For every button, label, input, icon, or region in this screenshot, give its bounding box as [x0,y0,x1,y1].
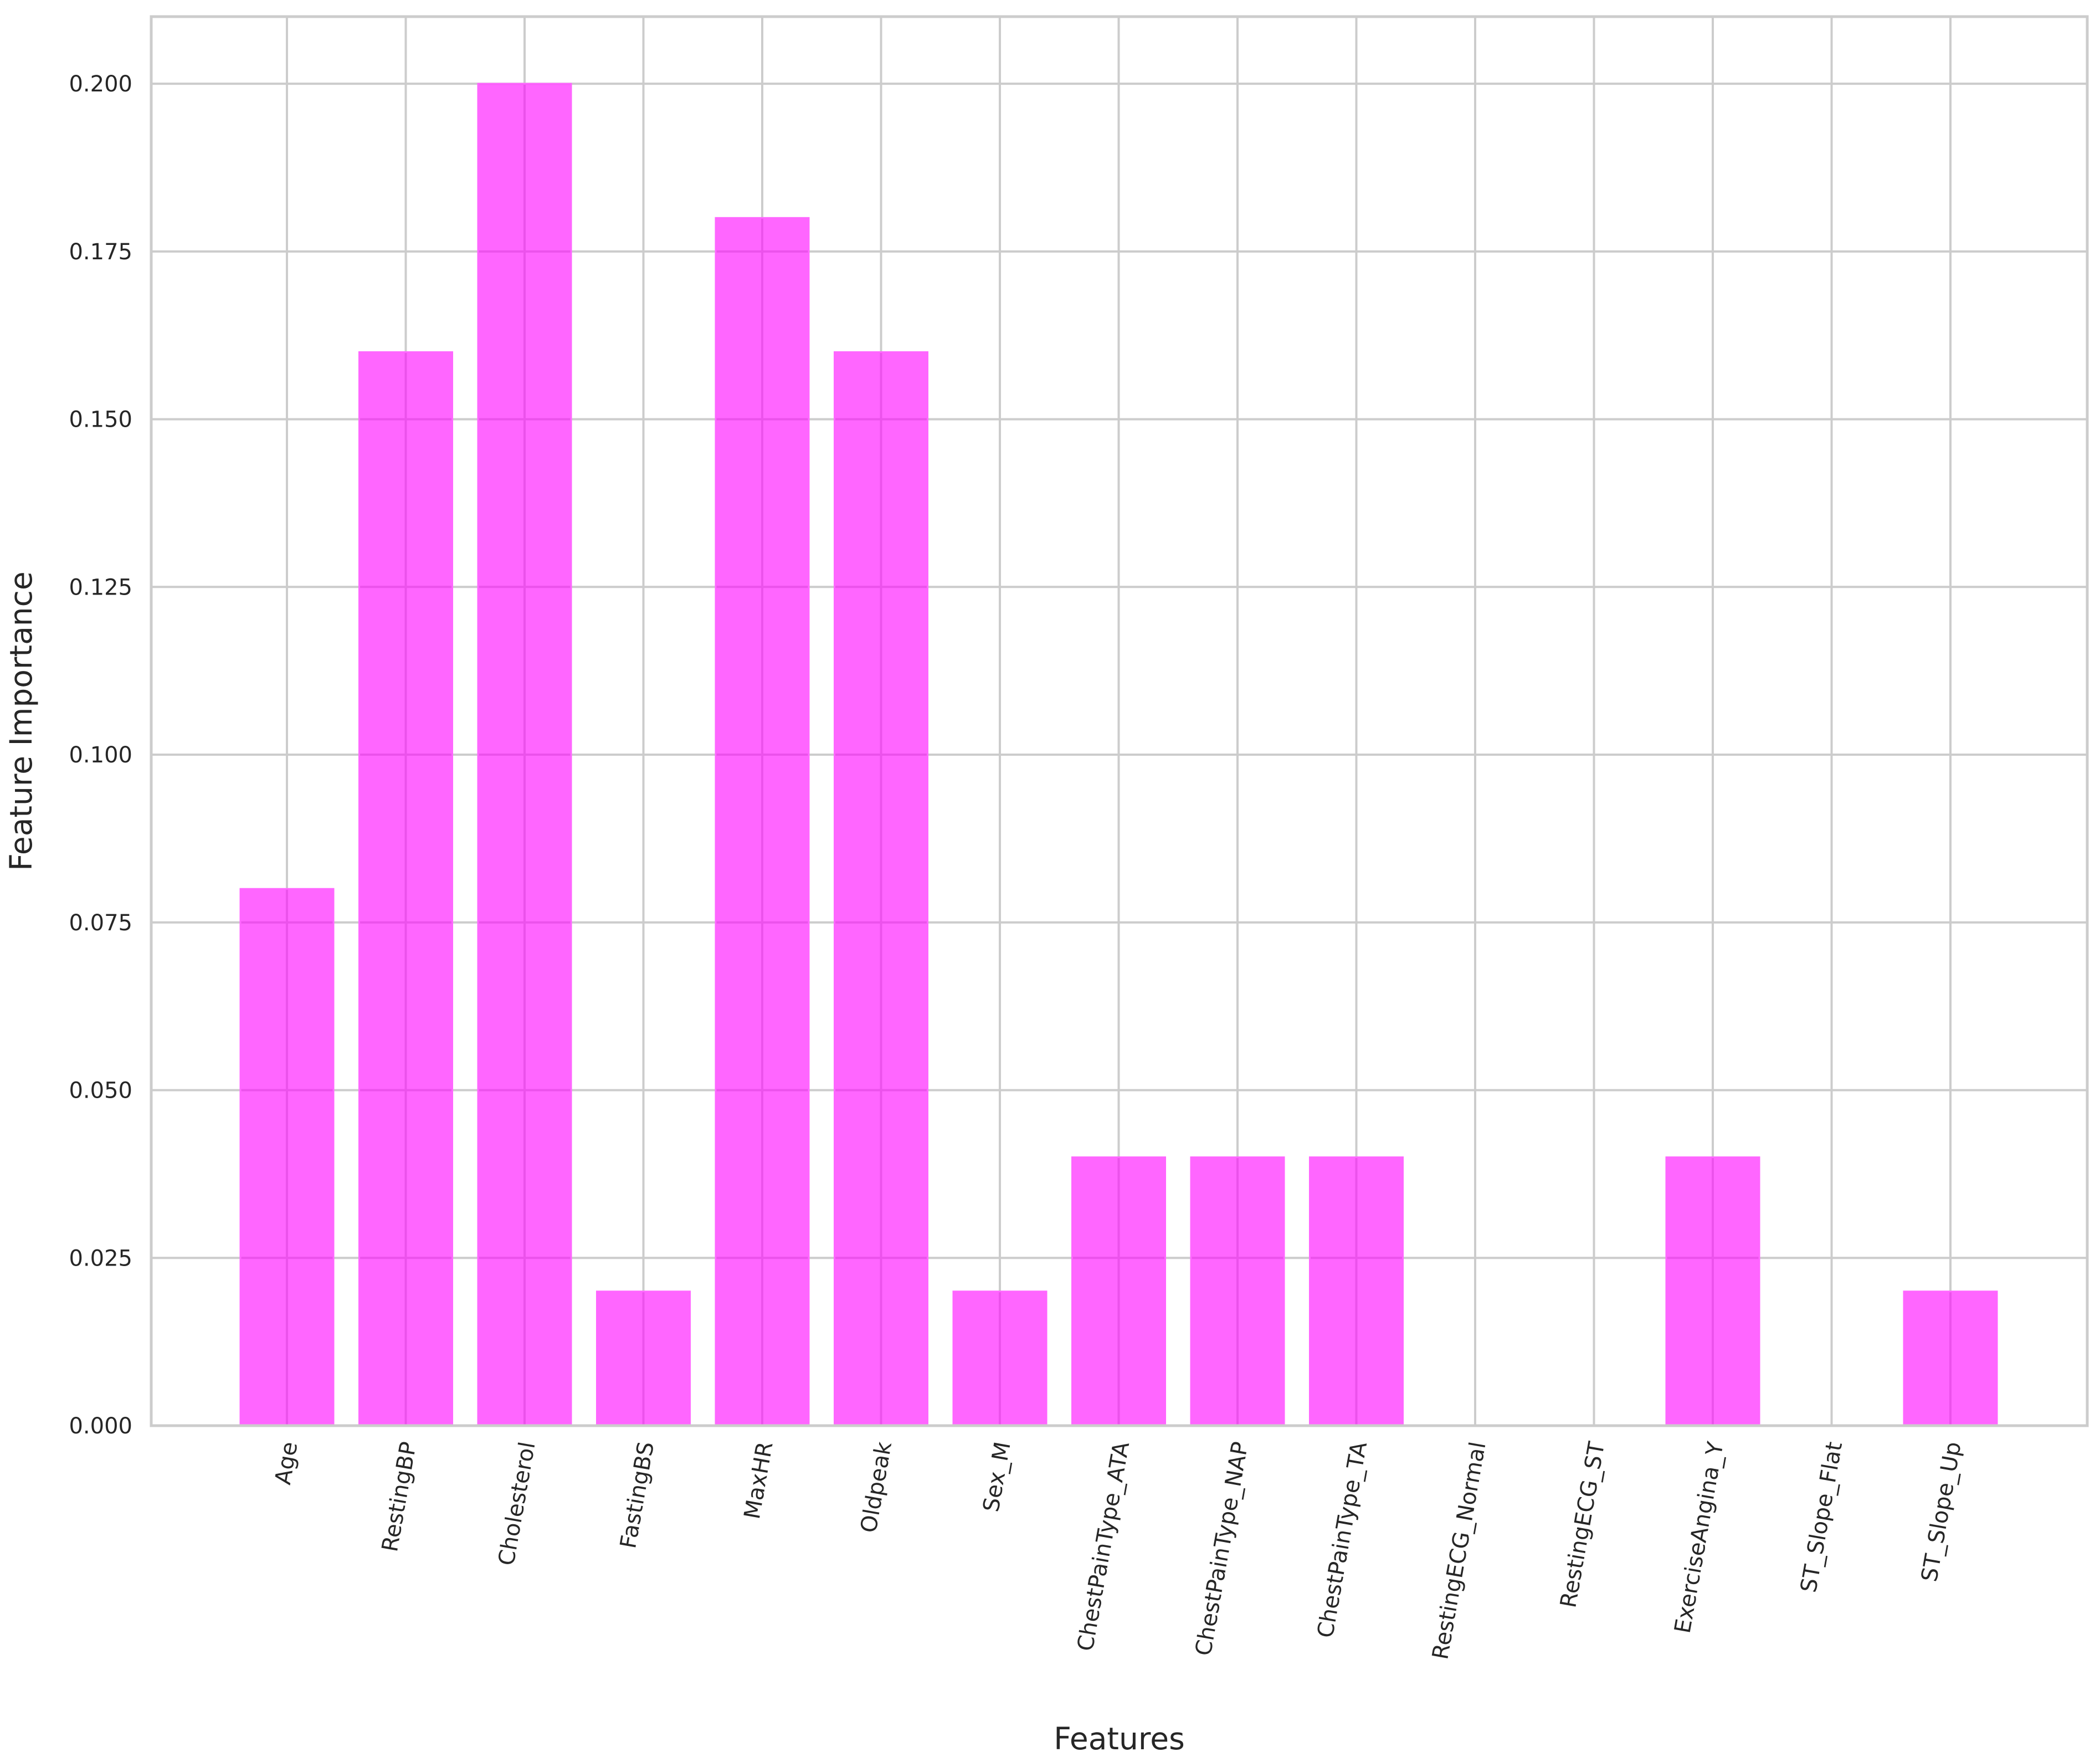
y-tick-label: 0.075 [69,910,132,936]
y-tick-label: 0.100 [69,742,132,768]
y-tick-label: 0.025 [69,1246,132,1271]
x-tick-label: Age [270,1440,303,1487]
x-tick-labels: Age RestingBP Cholesterol FastingBS MaxHR Old… [270,1440,1966,1662]
x-tick-label: MaxHR [740,1440,778,1521]
y-tick-labels: 0.000 0.025 0.050 0.075 0.100 0.125 0.150 0.175… [69,71,132,1439]
bar-fastingbs [596,1290,691,1427]
x-tick-label: FastingBS [615,1440,659,1550]
x-tick-label: ChestPainType_NAP [1190,1440,1253,1658]
x-tick-label: ChestPainType_ATA [1072,1440,1134,1653]
bar-restingbp [358,351,453,1427]
x-tick-label: Cholesterol [494,1440,541,1568]
x-tick-label: RestingBP [377,1440,422,1554]
bar-exerciseangina-y [1665,1156,1760,1427]
y-tick-label: 0.175 [69,239,132,265]
y-axis-title: Feature Importance [3,571,39,871]
y-tick-label: 0.200 [69,71,132,97]
bar-chestpaintype-ata [1071,1156,1166,1427]
x-tick-label: ST_Slope_Flat [1796,1440,1847,1595]
bar-chestpaintype-nap [1190,1156,1285,1427]
bar-maxhr [715,217,810,1427]
x-tick-label: Oldpeak [856,1440,897,1535]
y-tick-label: 0.000 [69,1413,132,1439]
x-axis-title: Features [1054,1721,1185,1756]
y-tick-label: 0.125 [69,575,132,600]
y-tick-label: 0.050 [69,1078,132,1104]
bar-age [239,888,335,1427]
plot-frame [150,15,2089,1427]
x-tick-label: ExerciseAngina_Y [1670,1440,1729,1635]
x-tick-label: RestingECG_ST [1555,1440,1610,1610]
bars [239,83,1998,1427]
bar-st-slope-up [1903,1290,1998,1427]
x-tick-label: RestingECG_Normal [1428,1440,1491,1662]
bar-oldpeak [834,351,928,1427]
bar-chestpaintype-ta [1309,1156,1404,1427]
bar-cholesterol [477,83,572,1427]
x-tick-label: Sex_M [978,1440,1015,1514]
x-tick-label: ST_Slope_Up [1917,1440,1966,1584]
bar-sex-m [952,1290,1048,1427]
x-tick-label: ChestPainType_TA [1313,1440,1373,1640]
y-tick-label: 0.150 [69,407,132,433]
